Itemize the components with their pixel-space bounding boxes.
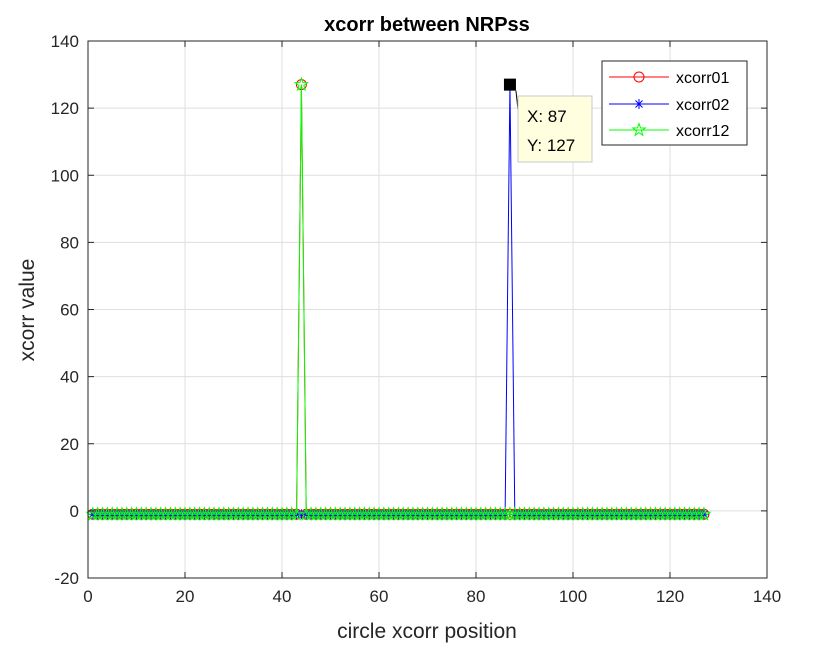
y-tick-label: 80 (60, 233, 79, 252)
x-tick-label: 20 (176, 587, 195, 606)
datatip-box (517, 95, 593, 163)
datatip-y: Y: 127 (527, 136, 575, 155)
y-tick-label: 20 (60, 435, 79, 454)
x-tick-label: 60 (370, 587, 389, 606)
data-point-xcorr12 (293, 76, 310, 92)
series-xcorr12 (85, 76, 712, 521)
legend-label-xcorr02: xcorr02 (676, 97, 729, 114)
legend-pentagram-marker (631, 121, 647, 137)
chart-title: xcorr between NRPss (324, 14, 530, 36)
legend-label-xcorr12: xcorr12 (676, 123, 729, 140)
x-tick-label: 80 (467, 587, 486, 606)
y-axis-label: xcorr value (16, 259, 39, 362)
x-tick-label: 120 (656, 587, 684, 606)
datatip[interactable]: X: 87 Y: 127 (503, 78, 593, 163)
y-tick-label: 140 (51, 32, 79, 51)
legend-entry-xcorr01[interactable]: xcorr01 (609, 70, 729, 87)
x-tick-label: 0 (83, 587, 92, 606)
y-tick-label: 0 (70, 502, 79, 521)
legend-entry-xcorr02[interactable]: xcorr02 (609, 97, 729, 114)
x-tick-label: 40 (273, 587, 292, 606)
legend-marker-shape (634, 99, 644, 109)
legend-marker-shape (631, 121, 647, 137)
data-point-xcorr12 (696, 506, 712, 521)
y-tick-label: 100 (51, 166, 79, 185)
series-line-xcorr12 (92, 84, 704, 515)
x-axis-label: circle xcorr position (337, 620, 517, 643)
data-point-xcorr12 (284, 506, 300, 521)
y-tick-label: 60 (60, 301, 79, 320)
y-tick-label: 40 (60, 368, 79, 387)
data-point-xcorr12 (691, 506, 707, 521)
y-tick-label: -20 (54, 569, 79, 588)
datatip-x: X: 87 (527, 107, 567, 126)
y-tick-label: 120 (51, 99, 79, 118)
legend-marker-shape (633, 71, 645, 83)
legend-entry-xcorr12[interactable]: xcorr12 (609, 121, 729, 140)
legend-box (601, 60, 748, 146)
x-tick-label: 100 (559, 587, 587, 606)
legend[interactable]: xcorr01 xcorr02 xcorr12 (601, 60, 748, 146)
datatip-marker[interactable] (503, 78, 516, 91)
legend-label-xcorr01: xcorr01 (676, 70, 729, 87)
x-tick-label: 140 (753, 587, 781, 606)
legend-circle-marker (633, 71, 645, 83)
plot-area (85, 76, 712, 521)
legend-asterisk-marker (634, 99, 644, 109)
